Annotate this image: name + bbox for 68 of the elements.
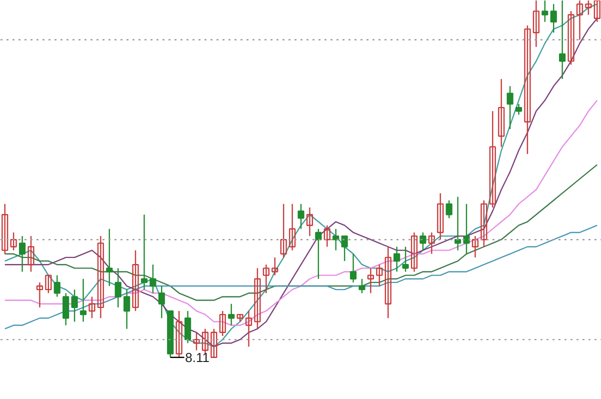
candlestick <box>28 235 34 272</box>
candlestick <box>515 103 522 116</box>
candlestick <box>132 250 139 312</box>
candlestick <box>332 228 340 251</box>
candlestick <box>10 232 17 251</box>
candlestick <box>2 203 8 254</box>
candlestick <box>568 10 574 66</box>
candlestick <box>437 192 444 240</box>
candlestick <box>446 200 452 219</box>
candlestick <box>367 268 374 294</box>
candlestick <box>472 235 479 258</box>
candlestick <box>550 3 557 34</box>
candlestick <box>150 264 156 294</box>
candlestick <box>88 296 96 319</box>
candlestick <box>36 282 43 308</box>
candlestick <box>420 232 426 251</box>
candlestick <box>524 24 531 155</box>
candlestick <box>123 288 130 330</box>
candlestick <box>193 332 200 351</box>
candlestick <box>532 0 540 48</box>
candlestick <box>410 232 418 272</box>
candlestick <box>454 196 462 251</box>
candlestick <box>158 285 165 319</box>
candlestick <box>594 0 600 23</box>
candlestick <box>585 0 592 16</box>
candlestick <box>245 310 252 348</box>
candlestick <box>219 310 226 337</box>
candlestick <box>324 224 330 248</box>
candlestick <box>97 235 104 319</box>
candlestick <box>358 278 366 294</box>
candlestick <box>559 0 566 80</box>
candlestick <box>428 232 435 254</box>
candlestick <box>176 310 182 358</box>
candlestick <box>341 235 348 262</box>
candlestick <box>228 303 235 326</box>
candlestick <box>262 264 270 294</box>
candlestick <box>71 288 78 322</box>
candlestick <box>202 328 208 354</box>
candlestick <box>140 214 148 290</box>
candlestick <box>280 203 287 258</box>
candlestick <box>106 228 113 287</box>
candlestick <box>18 235 26 272</box>
candlestick <box>45 274 52 294</box>
candlestick <box>394 246 400 272</box>
annotation: 8.11 <box>185 350 210 365</box>
candlestick <box>272 256 278 276</box>
candlestick <box>254 268 261 330</box>
candlestick <box>402 246 409 272</box>
candlestick <box>576 0 584 40</box>
candlestick <box>62 292 70 326</box>
candlestick <box>54 274 60 298</box>
candlestick <box>184 310 192 344</box>
candlestick <box>288 203 296 251</box>
candlestick <box>114 268 122 308</box>
candlestick <box>298 203 304 230</box>
candlestick <box>210 328 218 358</box>
candlestick <box>376 264 383 287</box>
candlestick <box>384 246 392 319</box>
candlestick <box>542 0 548 23</box>
candlestick <box>350 253 357 284</box>
candlestick <box>315 228 322 280</box>
candlestick <box>463 203 470 254</box>
candlestick <box>480 200 488 248</box>
candlestick <box>306 206 314 237</box>
candlestick <box>489 110 496 208</box>
candlestick <box>80 278 87 322</box>
candlestick <box>498 78 505 148</box>
candlestick <box>506 86 514 130</box>
